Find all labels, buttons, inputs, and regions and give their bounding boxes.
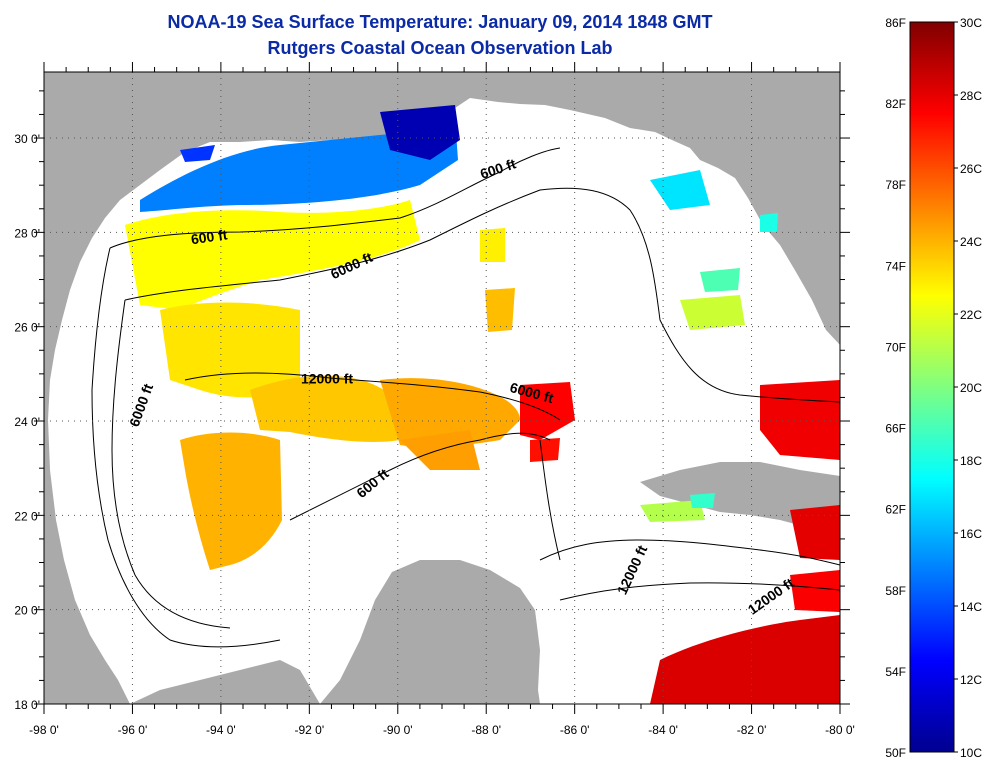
colorbar-f-label: 82F	[885, 97, 906, 111]
colorbar-c-label: 26C	[960, 162, 982, 176]
sst-patch	[760, 380, 840, 460]
land-florida	[700, 72, 840, 345]
colorbar-c-label: 28C	[960, 89, 982, 103]
sst-patch	[650, 170, 710, 210]
colorbar-c-label: 10C	[960, 746, 982, 760]
sst-patch	[480, 228, 505, 262]
x-tick-label: -94 0'	[206, 723, 236, 737]
y-axis-labels: 18 0' 20 0' 22 0' 24 0' 26 0' 28 0' 30 0'	[14, 132, 40, 712]
colorbar-f-label: 74F	[885, 259, 906, 273]
colorbar-f-label: 70F	[885, 340, 906, 354]
x-tick-label: -84 0'	[648, 723, 678, 737]
contour-layer	[91, 147, 840, 648]
sst-patch	[140, 118, 458, 212]
colorbar: 86F 82F 78F 74F 70F 66F 62F 58F 54F 50F 30C 28C 26C…	[885, 16, 982, 760]
sst-patch	[180, 145, 215, 162]
colorbar-c-label: 20C	[960, 381, 982, 395]
land-mexico-south	[44, 660, 320, 704]
x-tick-label: -80 0'	[825, 723, 855, 737]
colorbar-c-label: 22C	[960, 308, 982, 322]
contour-yucatan-shelf	[539, 439, 561, 561]
x-axis-labels: -98 0' -96 0' -94 0' -92 0' -90 0' -88 0' -86 …	[29, 723, 855, 737]
land-layer	[44, 72, 840, 704]
contour-600ft-north	[109, 147, 561, 249]
sst-patch	[180, 432, 282, 570]
contour-6000ft-north	[124, 187, 840, 403]
colorbar-f-label: 66F	[885, 422, 906, 436]
colorbar-f-label: 78F	[885, 178, 906, 192]
colorbar-f-label: 86F	[885, 16, 906, 30]
y-tick-label: 28 0'	[14, 226, 40, 240]
x-tick-label: -92 0'	[295, 723, 325, 737]
colorbar-f-label: 58F	[885, 584, 906, 598]
x-tick-label: -98 0'	[29, 723, 59, 737]
x-tick-label: -96 0'	[118, 723, 148, 737]
contour-600ft-campeche	[289, 432, 551, 521]
colorbar-f-labels: 86F 82F 78F 74F 70F 66F 62F 58F 54F 50F	[885, 16, 906, 760]
x-tick-label: -86 0'	[560, 723, 590, 737]
sst-patch	[250, 375, 400, 443]
colorbar-c-label: 18C	[960, 454, 982, 468]
contour-600ft-west	[91, 247, 281, 648]
y-tick-label: 18 0'	[14, 698, 40, 712]
colorbar-c-labels: 30C 28C 26C 24C 22C 20C 18C 16C 14C 12C 10C	[954, 16, 982, 760]
y-tick-label: 26 0'	[14, 321, 40, 335]
map-title: NOAA-19 Sea Surface Temperature: January…	[167, 12, 713, 32]
sst-patch	[790, 505, 840, 560]
sst-patch	[485, 288, 515, 332]
land-cuba	[640, 462, 840, 540]
map-border	[43, 71, 841, 705]
axis-ticks	[34, 62, 850, 714]
sst-patch	[690, 493, 715, 508]
sst-patch	[380, 105, 460, 160]
colorbar-c-label: 14C	[960, 600, 982, 614]
contour-6000ft-west	[111, 299, 231, 629]
colorbar-f-label: 54F	[885, 665, 906, 679]
colorbar-c-label: 30C	[960, 16, 982, 30]
sst-patch	[520, 382, 575, 440]
colorbar-gradient	[909, 21, 955, 753]
colorbar-f-label: 50F	[885, 746, 906, 760]
contour-caribbean-south	[559, 582, 840, 601]
sst-patch	[760, 213, 778, 232]
contour-12000ft-caribbean	[539, 539, 840, 566]
land-yucatan	[320, 560, 540, 704]
contour-12000ft	[184, 372, 561, 421]
colorbar-c-label: 12C	[960, 673, 982, 687]
sst-patch	[790, 570, 840, 612]
x-tick-label: -90 0'	[383, 723, 413, 737]
contour-label: 12000 ft	[301, 370, 353, 386]
sst-patch	[530, 438, 560, 462]
sst-patch	[125, 200, 420, 310]
y-tick-label: 24 0'	[14, 415, 40, 429]
colorbar-c-label: 24C	[960, 235, 982, 249]
contour-label: 600 ft	[190, 226, 229, 247]
y-tick-label: 20 0'	[14, 604, 40, 618]
sst-patch	[640, 500, 705, 522]
x-tick-label: -82 0'	[737, 723, 767, 737]
y-tick-label: 22 0'	[14, 509, 40, 523]
colorbar-f-label: 62F	[885, 503, 906, 517]
x-tick-label: -88 0'	[471, 723, 501, 737]
sst-patch	[650, 615, 840, 704]
sst-patch	[380, 378, 520, 448]
map-subtitle: Rutgers Coastal Ocean Observation Lab	[267, 38, 613, 58]
colorbar-c-label: 16C	[960, 527, 982, 541]
sst-patch	[700, 268, 740, 292]
y-tick-label: 30 0'	[14, 132, 40, 146]
sst-patch	[680, 295, 745, 330]
